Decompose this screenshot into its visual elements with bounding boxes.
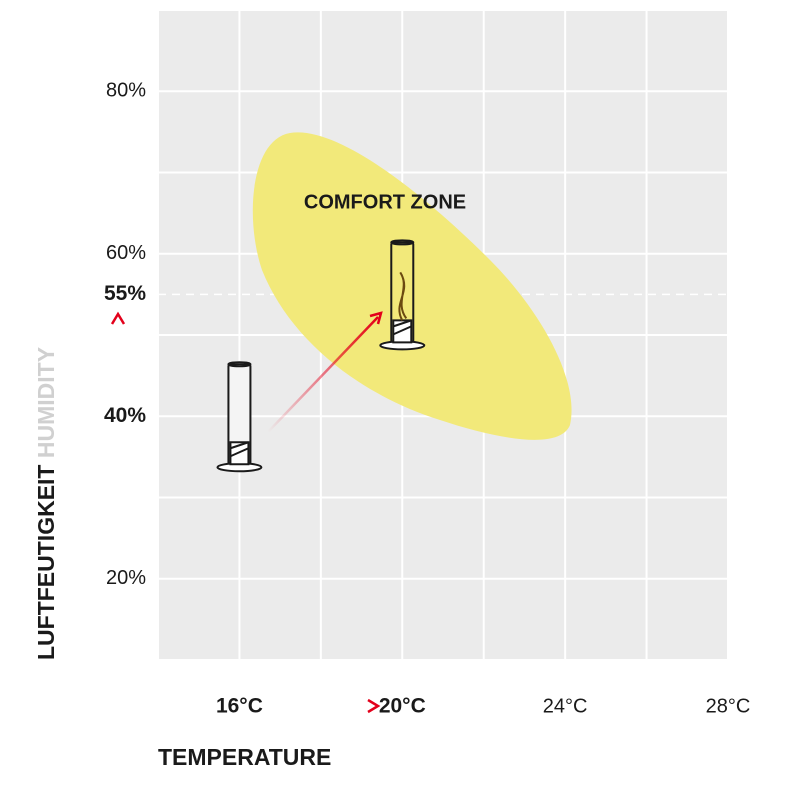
move-arrow xyxy=(267,316,379,433)
flame xyxy=(398,271,408,321)
comfort-zone xyxy=(252,132,572,440)
lantern-coil xyxy=(230,441,249,458)
x-tick-label: 20°C xyxy=(379,695,426,718)
x-tick-label: 16°C xyxy=(216,695,263,718)
marks xyxy=(216,239,426,473)
y-arrow-head xyxy=(110,311,126,325)
lantern xyxy=(379,239,426,351)
x-arrow-head xyxy=(367,698,381,714)
lantern-coil xyxy=(392,319,412,336)
move-arrow-head xyxy=(369,311,383,325)
y-tick-label: 20% xyxy=(106,567,146,589)
y-tick-label: 40% xyxy=(104,404,146,427)
lantern-top xyxy=(227,361,252,368)
y-tick-label: 55% xyxy=(104,282,146,305)
annotation: COMFORT ZONE xyxy=(304,191,466,213)
y-axis-title: LUFTFEUTIGKEIT HUMIDITY xyxy=(33,347,59,660)
y-axis-title-de: LUFTFEUTIGKEIT xyxy=(33,465,59,660)
y-tick-label: 60% xyxy=(106,242,146,264)
x-tick-label: 24°C xyxy=(543,695,588,717)
lantern-top xyxy=(390,239,415,246)
y-tick-label: 80% xyxy=(106,80,146,102)
lantern xyxy=(216,361,263,473)
x-tick-label: 28°C xyxy=(706,695,751,717)
y-axis-title-en: HUMIDITY xyxy=(33,347,59,458)
x-axis-title: TEMPERATURE xyxy=(158,744,331,770)
